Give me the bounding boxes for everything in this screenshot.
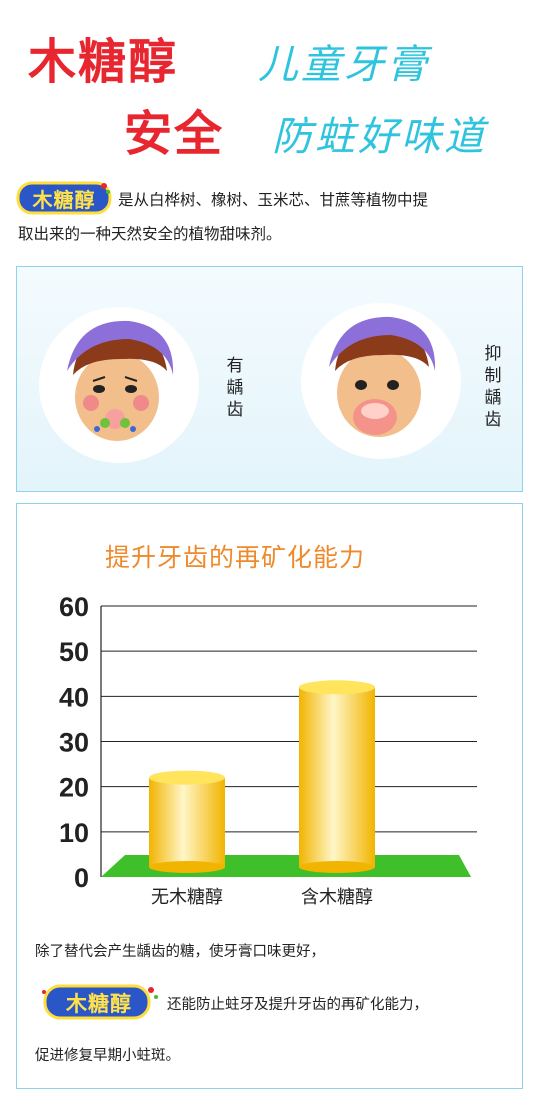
y-tick-label: 50 (59, 637, 89, 667)
x-category-label: 无木糖醇 (151, 887, 223, 908)
bar-base (149, 861, 225, 873)
headline-xylitol: 木糖醇 (28, 34, 179, 90)
cavity-kid-illustration (37, 305, 201, 465)
bar-top (149, 770, 225, 785)
comparison-panel: 有 龋 齿 抑 制 龋 齿 (16, 266, 523, 492)
chart-panel: 提升牙齿的再矿化能力 0 10 20 30 40 50 60 无木糖醇 含木糖醇 除了替代会产生… (16, 503, 523, 1089)
label-inhibit-cavity: 抑 制 龋 齿 (483, 343, 503, 431)
bar-chart: 0 10 20 30 40 50 60 无木糖醇 含木糖醇 (59, 592, 477, 908)
xylitol-logo: 木糖醇 (16, 180, 112, 216)
intro-line-2: 取出来的一种天然安全的植物甜味剂。 (18, 225, 282, 243)
bar (149, 777, 225, 867)
xylitol-logo-text: 木糖醇 (32, 188, 96, 212)
xylitol-logo-small-text: 木糖醇 (66, 992, 132, 1016)
label-char: 齿 (226, 400, 244, 420)
bar-top (299, 680, 375, 695)
label-with-cavity: 有 龋 齿 (225, 355, 245, 421)
y-tick-label: 40 (59, 682, 89, 712)
bar-base (299, 861, 375, 873)
xylitol-logo-small: 木糖醇 (41, 982, 161, 1022)
label-char: 抑 (484, 344, 502, 364)
footer-line-1: 除了替代会产生龋齿的糖，使牙膏口味更好， (35, 944, 325, 960)
headline-kids-toothpaste: 儿童牙膏 (258, 42, 430, 88)
label-char: 制 (484, 366, 502, 386)
label-char: 齿 (484, 410, 502, 430)
y-tick-label: 30 (59, 728, 89, 758)
healthy-kid-illustration (299, 301, 463, 461)
label-char: 龋 (226, 378, 244, 398)
y-tick-label: 0 (74, 863, 89, 893)
label-char: 龋 (484, 388, 502, 408)
headline-safe: 安全 (124, 106, 225, 162)
footer-line-3: 促进修复早期小蛀斑。 (35, 1048, 180, 1064)
y-tick-label: 20 (59, 773, 89, 803)
y-tick-label: 10 (59, 818, 89, 848)
intro-line-1: 是从白桦树、橡树、玉米芯、甘蔗等植物中提 (118, 191, 429, 209)
chart-title: 提升牙齿的再矿化能力 (105, 543, 366, 572)
footer-line-2: 还能防止蛀牙及提升牙齿的再矿化能力， (167, 997, 428, 1013)
label-char: 有 (226, 356, 244, 376)
headline-anticavity-taste: 防蛀好味道 (272, 114, 487, 160)
x-category-label: 含木糖醇 (301, 887, 373, 908)
bar (299, 687, 375, 867)
y-tick-label: 60 (59, 592, 89, 622)
